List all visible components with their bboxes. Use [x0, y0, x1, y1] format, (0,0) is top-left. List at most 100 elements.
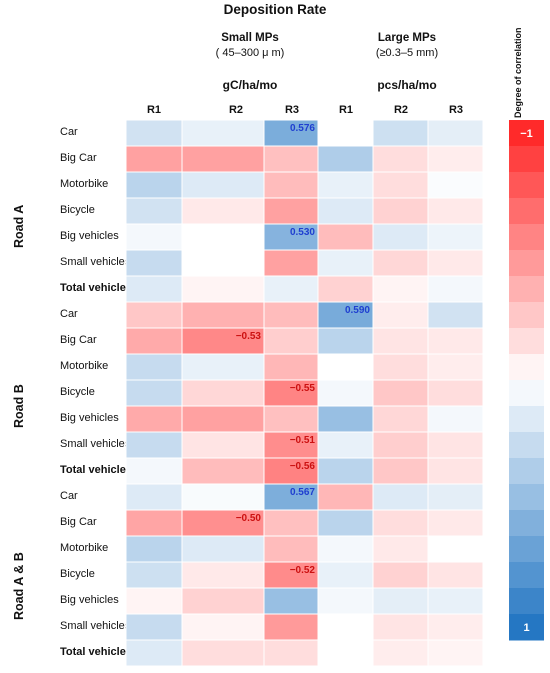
heatmap-cell [317, 587, 374, 615]
row-label: Small vehicles [60, 620, 131, 632]
heatmap-cell [125, 249, 183, 277]
heatmap-cell [317, 119, 374, 147]
group-subtitle-large-mps: (≥0.3–5 mm) [375, 47, 439, 59]
heatmap-cell [181, 223, 265, 251]
row-label: Car [60, 308, 78, 320]
colorbar-segment [509, 458, 544, 485]
colorbar-segment [509, 302, 544, 329]
column-header-large-r2: R2 [393, 104, 409, 116]
heatmap-cell [125, 275, 183, 303]
heatmap-cell [427, 249, 484, 277]
heatmap-cell [263, 145, 319, 173]
heatmap-cell [181, 587, 265, 615]
unit-label-large-mps: pcs/ha/mo [377, 78, 437, 92]
colorbar-segment [509, 614, 544, 641]
heatmap-cell [427, 275, 484, 303]
heatmap-cell [125, 457, 183, 485]
heatmap-cell [372, 639, 429, 667]
row-label: Big vehicles [60, 230, 119, 242]
heatmap-cell [181, 327, 265, 355]
row-label: Total vehicles [60, 464, 132, 476]
heatmap-cell [317, 275, 374, 303]
heatmap-cell [317, 197, 374, 225]
colorbar-tick-top: −1 [520, 128, 533, 140]
row-label: Motorbike [60, 360, 109, 372]
colorbar-segment [509, 536, 544, 563]
heatmap-cell [317, 405, 374, 433]
heatmap-cell [427, 197, 484, 225]
heatmap-cell [181, 301, 265, 329]
heatmap-cell [317, 379, 374, 407]
row-label: Big vehicles [60, 594, 119, 606]
cell-value-label: −0.51 [290, 435, 316, 446]
row-label: Big Car [60, 334, 97, 346]
heatmap-cell [372, 431, 429, 459]
cell-value-label: −0.56 [290, 461, 316, 472]
colorbar-segment [509, 172, 544, 199]
heatmap-cell [372, 509, 429, 537]
colorbar-segment [509, 146, 544, 173]
heatmap-cell [263, 327, 319, 355]
colorbar-segment [509, 588, 544, 615]
colorbar-segment [509, 406, 544, 433]
heatmap-cell [125, 301, 183, 329]
heatmap-cell [317, 561, 374, 589]
heatmap-cell [427, 509, 484, 537]
row-label: Big vehicles [60, 412, 119, 424]
heatmap-cell [317, 327, 374, 355]
heatmap-cell [181, 197, 265, 225]
colorbar-segment [509, 484, 544, 511]
heatmap-cell [427, 613, 484, 641]
heatmap-cell [372, 613, 429, 641]
heatmap-cell [125, 379, 183, 407]
heatmap-cell [427, 483, 484, 511]
cell-value-label: 0.590 [345, 305, 370, 316]
heatmap-cell [427, 535, 484, 563]
heatmap-cell [372, 353, 429, 381]
row-label: Bicycle [60, 568, 95, 580]
heatmap-cell [263, 379, 319, 407]
heatmap-cell [427, 431, 484, 459]
heatmap-cell [372, 171, 429, 199]
heatmap-cell [125, 587, 183, 615]
heatmap-cell [263, 561, 319, 589]
heatmap-cell [317, 249, 374, 277]
column-header-large-r1: R1 [338, 104, 354, 116]
heatmap-cell [317, 431, 374, 459]
heatmap-cell [125, 483, 183, 511]
heatmap-cell [427, 145, 484, 173]
column-header-large-r3: R3 [448, 104, 464, 116]
heatmap-cell [181, 353, 265, 381]
colorbar-segment [509, 224, 544, 251]
row-label: Big Car [60, 516, 97, 528]
cell-value-label: 0.576 [290, 123, 315, 134]
heatmap-cell [372, 405, 429, 433]
colorbar-segment [509, 328, 544, 355]
heatmap-cell [181, 639, 265, 667]
heatmap-cell [372, 249, 429, 277]
heatmap-cell [372, 119, 429, 147]
colorbar-segment [509, 250, 544, 277]
heatmap-cell [181, 275, 265, 303]
cell-value-label: 0.530 [290, 227, 315, 238]
heatmap-cell [181, 613, 265, 641]
cell-value-label: −0.52 [290, 565, 316, 576]
heatmap-cell [427, 587, 484, 615]
heatmap-cell [125, 431, 183, 459]
heatmap-cell [181, 457, 265, 485]
row-label: Bicycle [60, 204, 95, 216]
heatmap-cell [372, 223, 429, 251]
heatmap-cell [263, 275, 319, 303]
heatmap-cell [317, 613, 374, 641]
row-label: Total vehicles [60, 282, 132, 294]
heatmap-cell [317, 639, 374, 667]
heatmap-cell [372, 275, 429, 303]
heatmap-cell [125, 119, 183, 147]
heatmap-cell [372, 327, 429, 355]
colorbar-segment [509, 354, 544, 381]
colorbar-segment [509, 276, 544, 303]
heatmap-cell [125, 639, 183, 667]
heatmap-cell [372, 197, 429, 225]
heatmap-cell [181, 535, 265, 563]
heatmap-cell [427, 405, 484, 433]
